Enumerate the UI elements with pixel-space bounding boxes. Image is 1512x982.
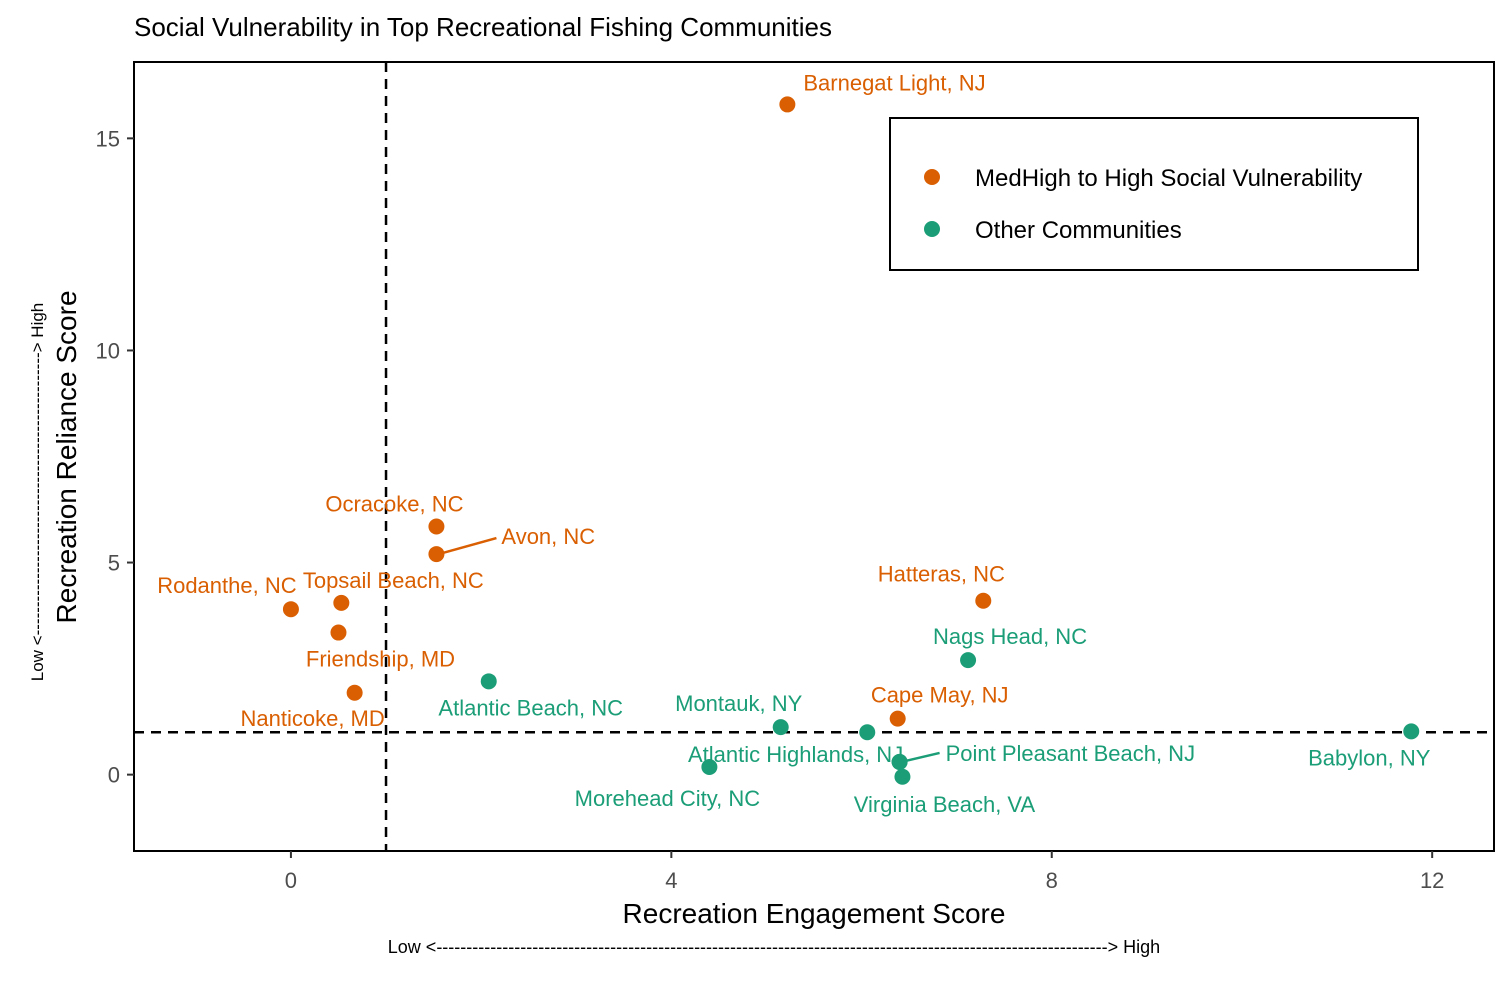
y-tick-label: 0	[108, 763, 120, 788]
scatter-chart: Social Vulnerability in Top Recreational…	[0, 0, 1512, 982]
label-connector	[442, 538, 496, 553]
y-axis-label: Recreation Reliance Score	[51, 290, 82, 623]
data-point	[481, 673, 497, 689]
x-axis-label: Recreation Engagement Score	[623, 898, 1006, 929]
point-label: Rodanthe, NC	[157, 573, 297, 598]
point-label: Topsail Beach, NC	[303, 568, 484, 593]
legend-marker-high	[924, 169, 940, 185]
legend-box	[890, 118, 1418, 270]
legend-label-other: Other Communities	[975, 217, 1182, 244]
data-point	[975, 593, 991, 609]
x-axis: 0 4 8 12	[285, 851, 1445, 893]
x-tick-label: 0	[285, 868, 297, 893]
point-label: Cape May, NJ	[871, 683, 1009, 708]
point-label: Montauk, NY	[675, 691, 802, 716]
legend-label-high: MedHigh to High Social Vulnerability	[975, 165, 1362, 192]
point-label: Nags Head, NC	[933, 624, 1087, 649]
point-label: Morehead City, NC	[575, 786, 761, 811]
point-label: Friendship, MD	[306, 647, 455, 672]
y-direction-note: Low <-----------------------------------…	[28, 303, 47, 682]
y-axis: 0 5 10 15	[96, 126, 134, 787]
data-point	[960, 652, 976, 668]
point-label: Virginia Beach, VA	[854, 792, 1036, 817]
point-label: Babylon, NY	[1308, 745, 1431, 770]
point-label: Avon, NC	[501, 524, 595, 549]
x-tick-label: 4	[665, 868, 677, 893]
legend: MedHigh to High Social Vulnerability Oth…	[890, 118, 1418, 270]
point-label: Atlantic Highlands, NJ	[688, 742, 903, 767]
data-point	[773, 719, 789, 735]
data-point	[333, 595, 349, 611]
chart-title: Social Vulnerability in Top Recreational…	[134, 12, 832, 42]
point-label: Atlantic Beach, NC	[438, 695, 623, 720]
y-tick-label: 10	[96, 338, 120, 363]
x-direction-note: Low <-----------------------------------…	[388, 937, 1160, 957]
point-label: Hatteras, NC	[878, 562, 1005, 587]
data-point	[330, 625, 346, 641]
point-label: Ocracoke, NC	[325, 491, 463, 516]
data-point	[894, 769, 910, 785]
data-point	[347, 685, 363, 701]
data-point	[428, 518, 444, 534]
y-tick-label: 15	[96, 126, 120, 151]
data-point	[859, 724, 875, 740]
data-point	[283, 601, 299, 617]
y-tick-label: 5	[108, 551, 120, 576]
point-label: Nanticoke, MD	[241, 706, 385, 731]
point-label: Point Pleasant Beach, NJ	[946, 741, 1195, 766]
legend-marker-other	[924, 221, 940, 237]
point-label: Barnegat Light, NJ	[803, 70, 985, 95]
data-point	[779, 96, 795, 112]
data-point	[428, 546, 444, 562]
label-connector	[906, 753, 940, 761]
data-point	[1403, 723, 1419, 739]
x-tick-label: 12	[1420, 868, 1444, 893]
x-tick-label: 8	[1046, 868, 1058, 893]
data-point	[890, 711, 906, 727]
